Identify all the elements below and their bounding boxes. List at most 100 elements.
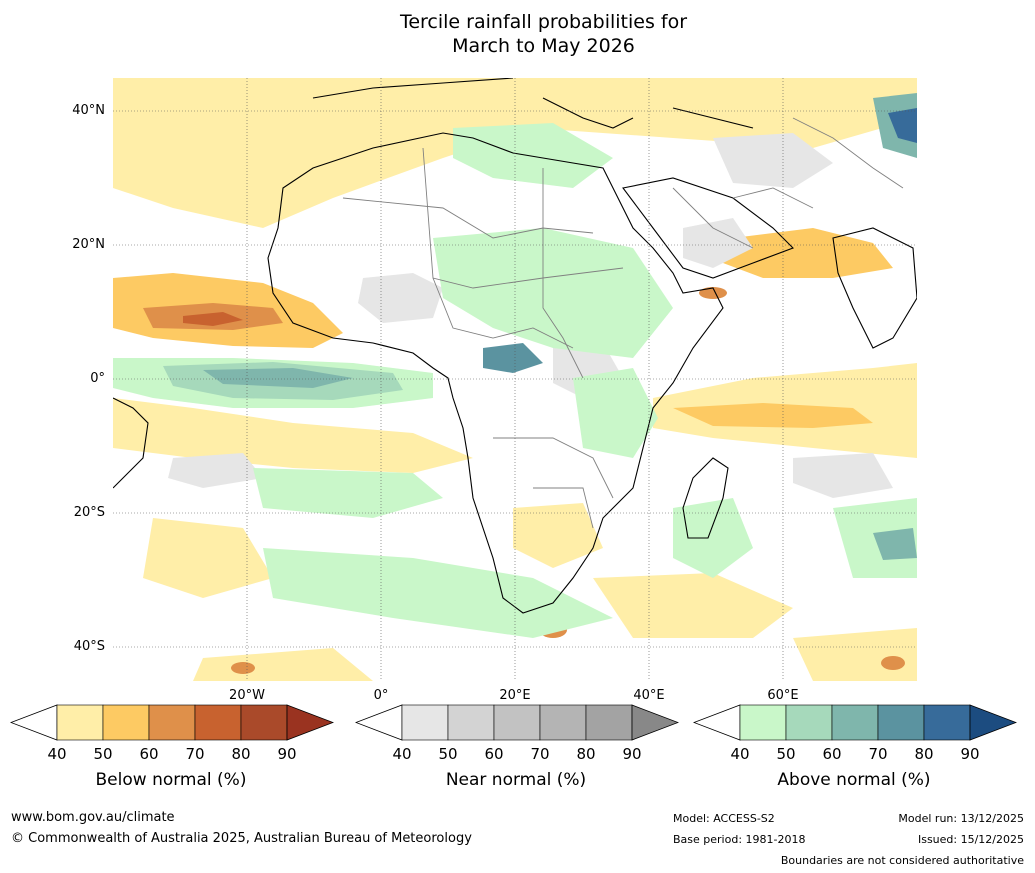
below-normal-colorbar bbox=[9, 704, 335, 745]
below-normal-segment bbox=[240, 704, 288, 741]
lat-label-20n: 20°N bbox=[72, 237, 105, 252]
great-lakes-green bbox=[573, 368, 658, 458]
above-normal-segment bbox=[785, 704, 833, 741]
border-sahara-2 bbox=[422, 147, 624, 289]
europe-coast bbox=[312, 78, 754, 129]
congo-core bbox=[483, 343, 543, 373]
above-normal-segment bbox=[877, 704, 925, 741]
gridlines bbox=[113, 78, 917, 681]
near-normal-segment bbox=[493, 704, 541, 741]
southeast-spot bbox=[881, 656, 905, 670]
arabian-sea-spot bbox=[699, 287, 727, 299]
tick-label: 80 bbox=[576, 745, 596, 763]
below-normal-high-extend bbox=[286, 704, 335, 741]
indian-ocean-core bbox=[673, 403, 873, 428]
below-normal-areas bbox=[113, 78, 917, 681]
tick-label: 70 bbox=[530, 745, 550, 763]
lat-label-20s: 20°S bbox=[73, 505, 105, 520]
below-normal-segment bbox=[102, 704, 150, 741]
border-asia bbox=[792, 117, 904, 189]
country-borders bbox=[342, 117, 904, 529]
near-normal-segment bbox=[447, 704, 495, 741]
tick-label: 40 bbox=[730, 745, 750, 763]
above-normal-low-extend bbox=[692, 704, 741, 741]
north-atlantic-band bbox=[113, 78, 917, 228]
south-atlantic-green bbox=[253, 468, 443, 518]
above-normal-colorbar bbox=[692, 704, 1018, 745]
arabian-sea-patch bbox=[723, 228, 893, 278]
title-line-2: March to May 2026 bbox=[452, 35, 635, 57]
lon-label-20w: 20°W bbox=[229, 688, 265, 703]
border-central bbox=[432, 277, 574, 349]
south-africa-patch bbox=[513, 503, 603, 568]
tick-label: 50 bbox=[93, 745, 113, 763]
lon-label-40e: 40°E bbox=[633, 688, 665, 703]
tibet-core bbox=[888, 108, 917, 143]
near-normal-low-extend bbox=[354, 704, 403, 741]
lat-label-40s: 40°S bbox=[73, 639, 105, 654]
tick-label: 80 bbox=[914, 745, 934, 763]
lon-label-60e: 60°E bbox=[767, 688, 799, 703]
above-normal-label: Above normal (%) bbox=[777, 770, 931, 790]
title-line-1: Tercile rainfall probabilities for bbox=[399, 11, 688, 33]
tick-label: 50 bbox=[776, 745, 796, 763]
above-normal-segment bbox=[923, 704, 971, 741]
below-normal-low-extend bbox=[9, 704, 58, 741]
tick-label: 60 bbox=[139, 745, 159, 763]
border-arabia bbox=[672, 187, 814, 249]
chart-title: Tercile rainfall probabilities for March… bbox=[0, 10, 1035, 58]
above-normal-segment bbox=[739, 704, 787, 741]
near-normal-segment bbox=[401, 704, 449, 741]
disclaimer-text: Boundaries are not considered authoritat… bbox=[780, 854, 1024, 867]
tick-label: 90 bbox=[960, 745, 980, 763]
lon-label-20e: 20°E bbox=[499, 688, 531, 703]
horn-grey bbox=[683, 218, 753, 268]
base-period-text: Base period: 1981-2018 bbox=[673, 833, 806, 846]
tick-label: 40 bbox=[392, 745, 412, 763]
tick-label: 90 bbox=[277, 745, 297, 763]
below-normal-segment bbox=[148, 704, 196, 741]
website-link[interactable]: www.bom.gov.au/climate bbox=[11, 810, 175, 825]
southern-ocean-green bbox=[263, 548, 613, 638]
south-america-coast bbox=[113, 397, 149, 489]
issued-text: Issued: 15/12/2025 bbox=[917, 833, 1024, 846]
near-normal-segment bbox=[585, 704, 633, 741]
arabia-coast bbox=[622, 177, 794, 279]
above-normal-segment bbox=[831, 704, 879, 741]
sahel-grey bbox=[358, 273, 443, 323]
central-africa-green bbox=[433, 228, 673, 358]
model-run-text: Model run: 13/12/2025 bbox=[898, 812, 1024, 825]
madagascar-coast bbox=[682, 457, 729, 539]
tick-label: 60 bbox=[822, 745, 842, 763]
near-normal-high-extend bbox=[631, 704, 680, 741]
tick-label: 50 bbox=[438, 745, 458, 763]
map-canvas bbox=[113, 78, 917, 681]
south-atlantic-band bbox=[113, 398, 473, 473]
lat-label-40n: 40°N bbox=[72, 103, 105, 118]
below-normal-segment bbox=[194, 704, 242, 741]
lon-label-0: 0° bbox=[373, 688, 389, 703]
tick-label: 60 bbox=[484, 745, 504, 763]
near-normal-label: Near normal (%) bbox=[445, 770, 587, 790]
lat-label-equator: 0° bbox=[90, 371, 105, 386]
border-sahara-1 bbox=[342, 197, 594, 239]
tick-label: 70 bbox=[868, 745, 888, 763]
tick-label: 70 bbox=[185, 745, 205, 763]
above-normal-high-extend bbox=[969, 704, 1018, 741]
near-normal-segment bbox=[539, 704, 587, 741]
southern-ocean-b bbox=[593, 573, 793, 638]
above-normal-areas bbox=[113, 93, 917, 638]
rainfall-map bbox=[113, 78, 917, 681]
tick-label: 90 bbox=[622, 745, 642, 763]
coastlines bbox=[113, 78, 917, 614]
middle-east-grey bbox=[713, 133, 833, 188]
africa-coast bbox=[267, 132, 724, 614]
southwest-spot bbox=[231, 662, 255, 674]
near-normal-colorbar bbox=[354, 704, 680, 745]
mozambique-channel bbox=[673, 498, 753, 578]
below-normal-label: Below normal (%) bbox=[95, 770, 247, 790]
model-text: Model: ACCESS-S2 bbox=[673, 812, 775, 825]
atlantic-grey bbox=[168, 453, 263, 488]
tick-label: 40 bbox=[47, 745, 67, 763]
north-africa-green bbox=[453, 123, 613, 188]
